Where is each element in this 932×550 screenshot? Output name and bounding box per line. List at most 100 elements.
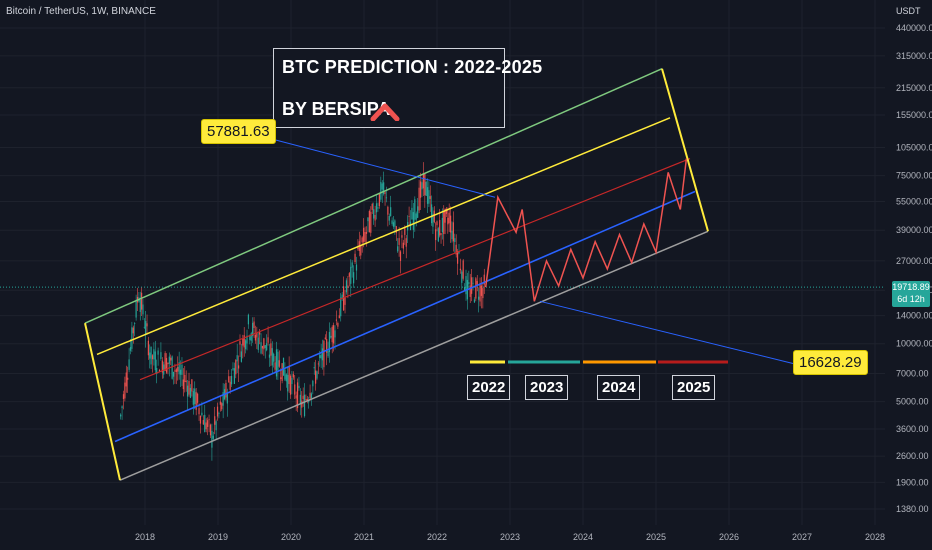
- title-line2: BY BERSIPA: [282, 99, 391, 119]
- candle-body: [222, 392, 224, 406]
- candle-body: [235, 360, 237, 375]
- candle-body: [277, 351, 279, 371]
- candle-body: [324, 337, 326, 340]
- candle-body: [167, 362, 169, 365]
- candle-body: [284, 369, 286, 380]
- y-tick-label: 75000.00: [896, 171, 932, 181]
- candle-body: [239, 341, 241, 345]
- candle-body: [412, 212, 414, 230]
- candle-body: [385, 197, 388, 199]
- candle-body: [319, 355, 321, 359]
- year-label-2022: 2022: [467, 375, 511, 400]
- candle-body: [432, 213, 434, 227]
- candle-body: [150, 346, 152, 365]
- candle-body: [232, 368, 234, 370]
- candle-body: [125, 372, 127, 387]
- candle-body: [426, 187, 429, 204]
- y-tick-label: 39000.00: [896, 225, 932, 235]
- candle-body: [237, 365, 240, 369]
- candle-body: [270, 343, 272, 356]
- candle-body: [149, 352, 151, 359]
- candle-body: [401, 235, 403, 238]
- candle-body: [257, 337, 259, 350]
- candle-body: [480, 285, 483, 296]
- candle-body: [323, 340, 325, 368]
- candle-body: [313, 367, 315, 369]
- candle-body: [218, 413, 220, 415]
- candle-body: [299, 394, 301, 405]
- candle-body: [308, 400, 310, 403]
- candle-body: [371, 203, 373, 210]
- candle-body: [221, 403, 223, 410]
- time-axis[interactable]: 2018 2019 2020 2021 2022 2023 2024 2025 2026 2027…: [135, 532, 885, 542]
- candle-body: [175, 369, 177, 373]
- candle-body: [328, 331, 331, 353]
- candle-body: [273, 353, 275, 362]
- candle-body: [191, 379, 193, 392]
- candle-body: [370, 211, 372, 233]
- candle-body: [146, 323, 148, 327]
- candle-body: [327, 351, 329, 357]
- candle-body: [395, 226, 397, 233]
- candle-body: [368, 211, 370, 233]
- price-axis[interactable]: 440000.00 315000.00 215000.00 155000.00 1050…: [896, 23, 932, 514]
- x-tick-label: 2022: [427, 532, 447, 542]
- left-boundary-line: [84, 322, 121, 481]
- candle-body: [131, 327, 133, 349]
- candle-body: [195, 392, 197, 410]
- candle-body: [278, 360, 280, 367]
- candle-body: [127, 377, 129, 380]
- candle-body: [357, 247, 359, 250]
- candle-body: [397, 246, 399, 252]
- candle-body: [151, 355, 154, 360]
- candle-body: [354, 253, 356, 263]
- candle-body: [429, 196, 431, 199]
- candle-body: [380, 181, 382, 200]
- bar-countdown: 6d 12h: [897, 294, 925, 304]
- candle-body: [387, 206, 389, 215]
- candle-body: [338, 315, 340, 319]
- candle-body: [388, 215, 390, 221]
- channel-lines: [84, 68, 796, 481]
- candle-body: [391, 220, 393, 224]
- candle-body: [383, 182, 385, 195]
- candle-body: [409, 221, 412, 231]
- candle-body: [214, 416, 216, 425]
- symbol-header[interactable]: Bitcoin / TetherUS, 1W, BINANCE: [6, 6, 156, 17]
- candle-body: [174, 370, 176, 372]
- candle-body: [355, 264, 358, 271]
- y-tick-label: 440000.00: [896, 23, 932, 33]
- year-label-2024: 2024: [597, 375, 641, 400]
- candle-body: [441, 217, 444, 233]
- candle-body: [181, 364, 183, 375]
- candle-body: [294, 384, 296, 395]
- candle-body: [160, 352, 162, 359]
- y-tick-label: 1380.00: [896, 504, 929, 514]
- candle-body: [245, 340, 247, 350]
- candle-body: [156, 367, 158, 375]
- candle-body: [260, 342, 262, 354]
- candle-body: [211, 430, 213, 448]
- candle-body: [384, 192, 386, 194]
- candle-body: [281, 363, 283, 381]
- candle-body: [198, 408, 200, 415]
- candle-body: [292, 374, 294, 378]
- candle-body: [451, 230, 453, 240]
- candle-body: [128, 359, 130, 370]
- candle-body: [472, 282, 474, 284]
- candle-body: [444, 208, 446, 223]
- candle-body: [158, 369, 161, 373]
- candle-body: [216, 406, 219, 417]
- candle-body: [197, 393, 199, 403]
- symbol-label: Bitcoin / TetherUS, 1W, BINANCE: [6, 6, 156, 17]
- candle-body: [215, 421, 217, 431]
- candle-body: [448, 212, 450, 224]
- candle-body: [287, 374, 289, 392]
- candle-body: [430, 204, 433, 224]
- x-tick-label: 2027: [792, 532, 812, 542]
- candle-body: [179, 369, 182, 375]
- candle-body: [454, 238, 456, 242]
- candle-body: [476, 281, 478, 285]
- candle-body: [345, 280, 348, 293]
